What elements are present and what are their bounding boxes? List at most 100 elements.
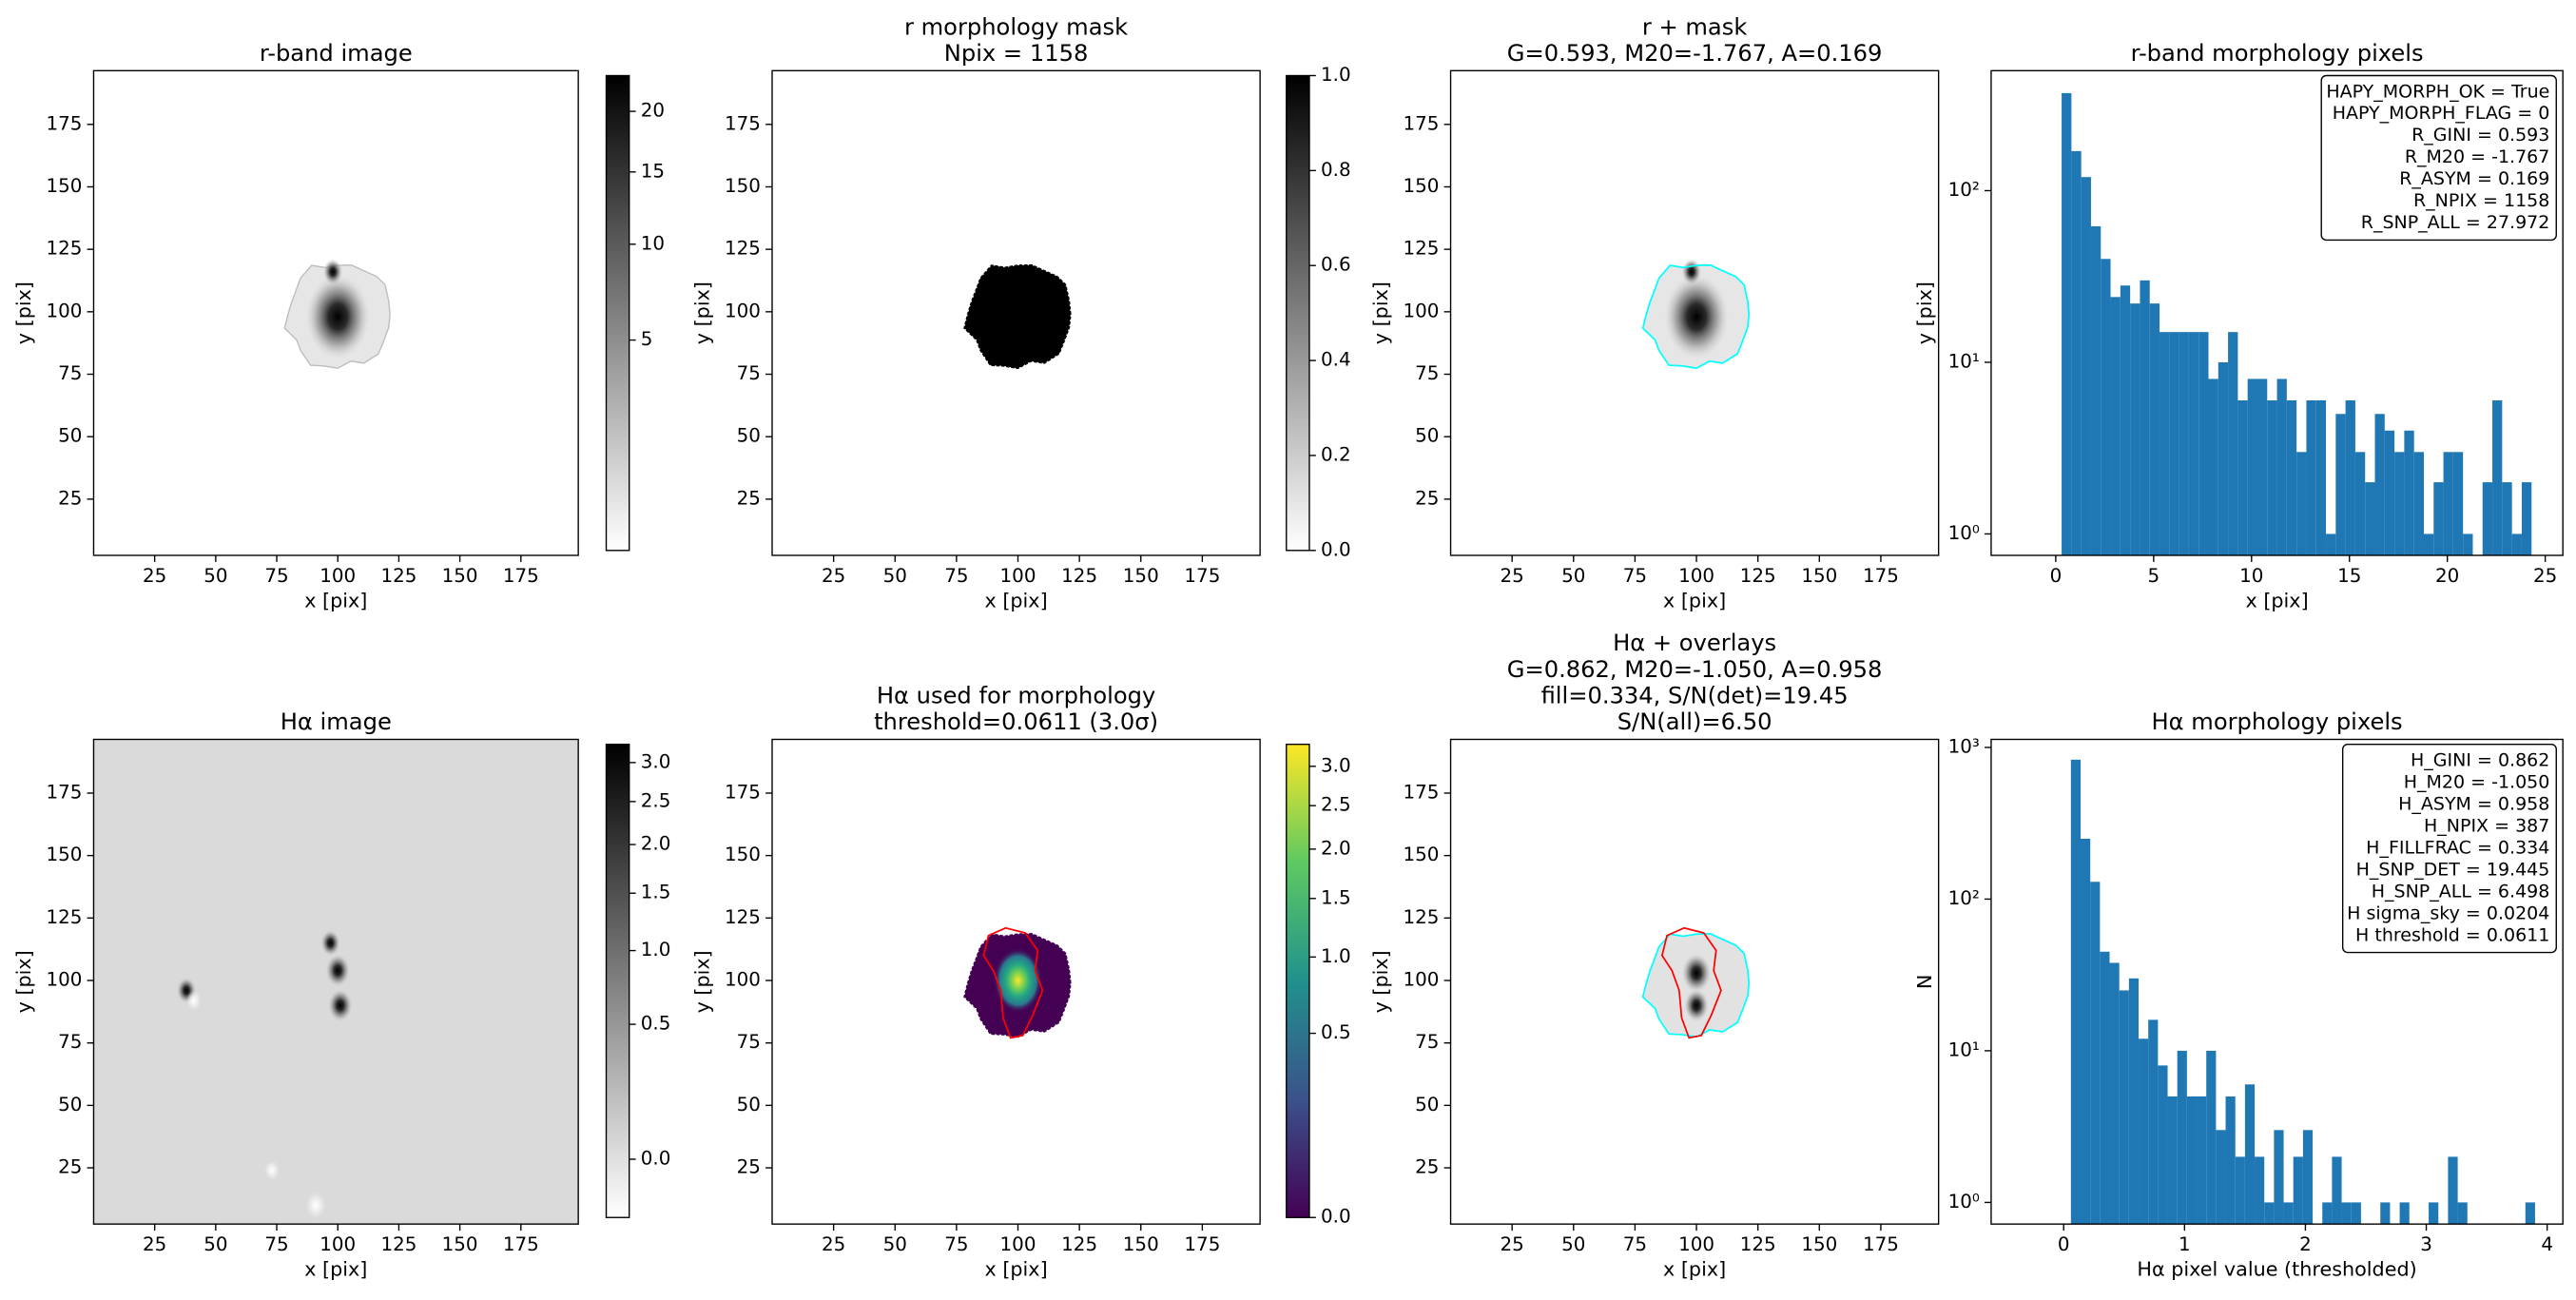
y-tick-label: 50 [1415, 425, 1439, 447]
annotation-text: H_FILLFRAC = 0.334 [2366, 837, 2549, 858]
histogram-bar [2128, 978, 2140, 1225]
histogram-bar [2296, 452, 2307, 555]
histogram-bar [2306, 399, 2316, 555]
y-tick-label: 100 [725, 969, 761, 991]
panel-title: r morphology mask [904, 13, 1128, 40]
colorbar-tick-label: 3.0 [641, 750, 671, 772]
histogram-bar [2208, 378, 2218, 555]
histogram-bar [2399, 1202, 2410, 1225]
x-tick-label: 125 [380, 565, 416, 587]
colorbar-tick-label: 1.0 [1321, 945, 1351, 967]
y-tick-label: 100 [1404, 300, 1440, 321]
x-tick-label: 5 [2148, 565, 2160, 587]
y-axis-label: y [pix] [12, 281, 35, 344]
x-tick-label: 25 [1501, 565, 1524, 587]
histogram-bar [2482, 482, 2493, 555]
y-tick-label: 175 [725, 112, 761, 134]
x-tick-label: 10 [2239, 565, 2263, 587]
axes-frame [771, 69, 1261, 556]
x-tick-label: 15 [2337, 565, 2361, 587]
panel-title: Hα morphology pixels [2151, 708, 2402, 735]
y-axis-label: y [pix] [1913, 281, 1936, 344]
x-tick-label: 25 [822, 565, 845, 587]
colorbar [605, 743, 630, 1218]
histogram-bar [2335, 414, 2346, 555]
x-axis-label: x [pix] [1663, 589, 1726, 611]
mask-contour [1641, 263, 1751, 370]
y-tick-label: 150 [725, 844, 761, 865]
x-tick-label: 150 [442, 1233, 478, 1255]
y-tick-label: 100 [1404, 969, 1440, 991]
x-axis-label: Hα pixel value (thresholded) [2137, 1258, 2416, 1281]
panel-title: G=0.593, M20=-1.767, A=0.169 [1507, 40, 1883, 67]
y-tick-label: 150 [725, 175, 761, 197]
x-tick-label: 175 [503, 1233, 539, 1255]
axes-frame [771, 738, 1261, 1225]
annotation-text: R_SNP_ALL = 27.972 [2361, 212, 2550, 233]
histogram-bar [2283, 1202, 2294, 1225]
histogram-bar [2070, 759, 2082, 1225]
histogram-bar [2130, 303, 2140, 555]
annotation-box [2341, 743, 2557, 954]
histogram-bar [2247, 378, 2257, 555]
histogram-bar [2326, 534, 2336, 555]
y-tick-label: 150 [46, 175, 82, 197]
y-tick-label: 10⁰ [1948, 1191, 1980, 1213]
image-feature [1681, 953, 1712, 993]
x-tick-label: 100 [320, 1233, 356, 1255]
colorbar-tick-label: 1.0 [641, 939, 671, 960]
y-tick-label: 125 [725, 906, 761, 928]
image-feature [327, 989, 353, 1022]
annotation-text: H_M20 = -1.050 [2404, 771, 2550, 792]
x-axis-label: x [pix] [984, 589, 1047, 611]
histogram-bar [2216, 1130, 2226, 1225]
histogram-bar [2276, 378, 2287, 555]
annotation-text: H_NPIX = 387 [2424, 815, 2549, 836]
y-tick-label: 125 [1404, 238, 1440, 260]
x-tick-label: 2 [2299, 1233, 2312, 1255]
y-tick-label: 125 [725, 238, 761, 260]
x-axis-label: x [pix] [304, 1258, 367, 1281]
y-tick-label: 25 [1415, 1156, 1439, 1178]
y-tick-label: 75 [58, 362, 82, 384]
histogram-bar [2081, 177, 2091, 555]
mask-contour [1641, 933, 1751, 1038]
panel-title: r-band morphology pixels [2131, 40, 2424, 67]
panel-title: r-band image [260, 40, 413, 67]
y-tick-label: 10⁰ [1948, 522, 1980, 544]
histogram-bar [2394, 452, 2405, 555]
x-tick-label: 75 [1623, 565, 1647, 587]
x-tick-label: 75 [944, 565, 968, 587]
x-tick-label: 125 [380, 1233, 416, 1255]
colorbar-tick-label: 0.2 [1321, 443, 1351, 465]
histogram-bar [2101, 259, 2111, 555]
annotation-text: R_NPIX = 1158 [2413, 190, 2549, 211]
x-tick-label: 150 [1801, 1233, 1837, 1255]
x-axis-label: x [pix] [984, 1258, 1047, 1281]
y-tick-label: 175 [46, 781, 82, 803]
colorbar [1286, 743, 1310, 1218]
panel-title: Hα used for morphology [877, 682, 1155, 708]
histogram-bar [2206, 1050, 2217, 1225]
histogram-bar [2110, 297, 2121, 555]
histogram-bar [2081, 838, 2091, 1225]
mask-image [963, 263, 1072, 370]
colorbar-tick-label: 2.0 [1321, 837, 1351, 859]
histogram-bar [2492, 399, 2503, 555]
y-tick-label: 10² [1948, 887, 1980, 909]
annotation-text: H_GINI = 0.862 [2411, 749, 2549, 770]
histogram-bar [2302, 1130, 2314, 1225]
annotation-text: H threshold = 0.0611 [2355, 924, 2549, 945]
y-tick-label: 75 [1415, 362, 1439, 384]
panel-title: Npix = 1158 [944, 40, 1089, 67]
colorbar-tick-label: 0.5 [1321, 1021, 1351, 1043]
x-tick-label: 125 [1061, 1233, 1097, 1255]
panel-title: S/N(all)=6.50 [1617, 708, 1772, 735]
image-feature [1681, 259, 1702, 285]
histogram-bar [2264, 1202, 2275, 1225]
histogram-bar [2198, 332, 2209, 555]
x-tick-label: 50 [883, 565, 907, 587]
histogram-bar [2511, 534, 2522, 555]
histogram-bar [2521, 482, 2532, 555]
